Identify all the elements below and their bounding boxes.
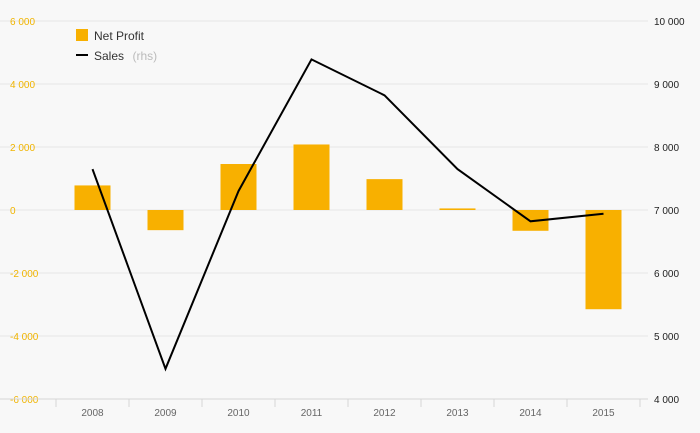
left-tick-label: -6 000: [10, 395, 39, 406]
left-tick-label: 4 000: [10, 80, 35, 91]
legend-label-sales: Sales (rhs): [94, 47, 157, 64]
right-tick-label: 10 000: [654, 17, 685, 28]
x-tick-label: 2015: [592, 408, 615, 419]
left-tick-label: 0: [10, 206, 16, 217]
right-tick-label: 8 000: [654, 143, 679, 154]
left-tick-label: -4 000: [10, 332, 39, 343]
right-tick-label: 6 000: [654, 269, 679, 280]
x-tick-label: 2010: [227, 408, 250, 419]
sales-line-group: [91, 58, 604, 372]
net-profit-bar: [293, 144, 330, 210]
x-tick-label: 2008: [81, 408, 104, 419]
net-profit-bar: [585, 210, 622, 310]
legend-swatch-net-profit: [76, 29, 88, 41]
net-profit-bar: [220, 164, 257, 210]
x-tick-label: 2013: [446, 408, 469, 419]
left-tick-label: 6 000: [10, 17, 35, 28]
net-profit-bars: [74, 144, 622, 310]
left-tick-label: 2 000: [10, 143, 35, 154]
right-tick-label: 7 000: [654, 206, 679, 217]
x-tick-label: 2009: [154, 408, 177, 419]
legend-label-sales-suffix: (rhs): [132, 49, 157, 63]
legend-label-sales-name: Sales: [94, 49, 124, 63]
legend-label-net-profit: Net Profit: [94, 29, 145, 43]
net-profit-bar: [439, 208, 476, 210]
x-tick-label: 2012: [373, 408, 396, 419]
axes: 6 000 4 000 2 000 0 -2 000 -4 000 -6 000 10 000…: [0, 17, 685, 419]
x-tick-label: 2014: [519, 408, 542, 419]
left-tick-label: -2 000: [10, 269, 39, 280]
net-profit-bar: [74, 185, 111, 210]
sales-line: [91, 58, 604, 372]
net-profit-bar: [366, 179, 403, 210]
net-profit-bar: [147, 210, 184, 231]
x-tick-label: 2011: [301, 408, 323, 419]
right-tick-label: 9 000: [654, 80, 679, 91]
legend: Net Profit Sales (rhs): [76, 29, 157, 64]
right-tick-label: 5 000: [654, 332, 679, 343]
right-tick-label: 4 000: [654, 395, 679, 406]
